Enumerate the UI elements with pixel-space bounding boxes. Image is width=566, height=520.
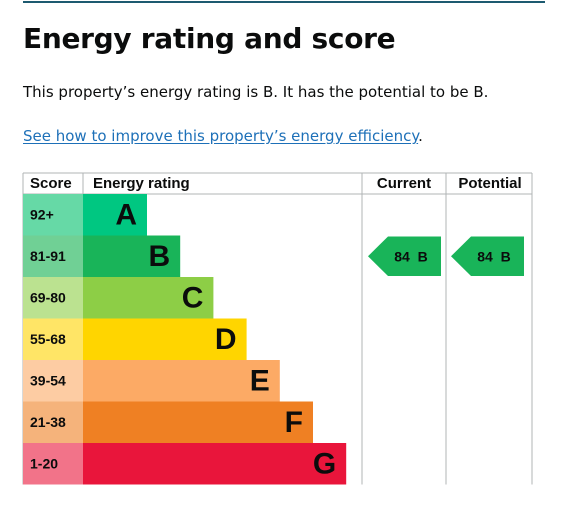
score-range: 69-80 (30, 289, 66, 305)
score-cell (23, 235, 83, 277)
link-line: See how to improve this property’s energ… (23, 127, 423, 145)
rating-letter: A (115, 199, 137, 232)
rating-bar (83, 443, 347, 485)
score-range: 39-54 (30, 372, 66, 388)
score-range: 21-38 (30, 414, 66, 430)
rating-letter: G (313, 448, 336, 481)
potential-band: B (501, 248, 511, 264)
title: Energy rating and score (23, 22, 396, 55)
intro-text: This property’s energy rating is B. It h… (23, 83, 489, 101)
rating-bar (83, 235, 181, 277)
score-cell (23, 318, 83, 360)
score-cell (23, 360, 83, 402)
current-score: 84 (394, 248, 410, 264)
current-label: 84 B (394, 248, 427, 264)
link-suffix: . (418, 127, 423, 145)
score-cell (23, 194, 83, 236)
score-range: 81-91 (30, 248, 66, 264)
score-range: 55-68 (30, 331, 66, 347)
rating-bar (83, 401, 313, 443)
rating-letter: F (285, 406, 303, 439)
rating-letter: C (182, 282, 204, 315)
score-range: 92+ (30, 206, 54, 222)
rating-bar (83, 194, 147, 236)
potential-label: 84 B (477, 248, 510, 264)
column-header: Score (30, 175, 72, 192)
score-cell (23, 443, 83, 485)
rating-letter: B (149, 240, 171, 273)
column-header: Current (377, 175, 431, 192)
top-rule (23, 1, 545, 3)
score-cell (23, 277, 83, 319)
rating-letter: D (215, 323, 237, 356)
potential-arrow (451, 236, 524, 276)
current-band: B (418, 248, 428, 264)
rating-bar (83, 360, 280, 402)
column-header: Energy rating (93, 175, 190, 192)
potential-score: 84 (477, 248, 493, 264)
rating-letter: E (250, 365, 270, 398)
rating-bar (83, 277, 214, 319)
score-cell (23, 401, 83, 443)
current-arrow (368, 236, 441, 276)
rating-bar (83, 318, 247, 360)
score-range: 1-20 (30, 455, 58, 471)
improve-link[interactable]: See how to improve this property’s energ… (23, 127, 419, 145)
column-header: Potential (458, 175, 521, 192)
